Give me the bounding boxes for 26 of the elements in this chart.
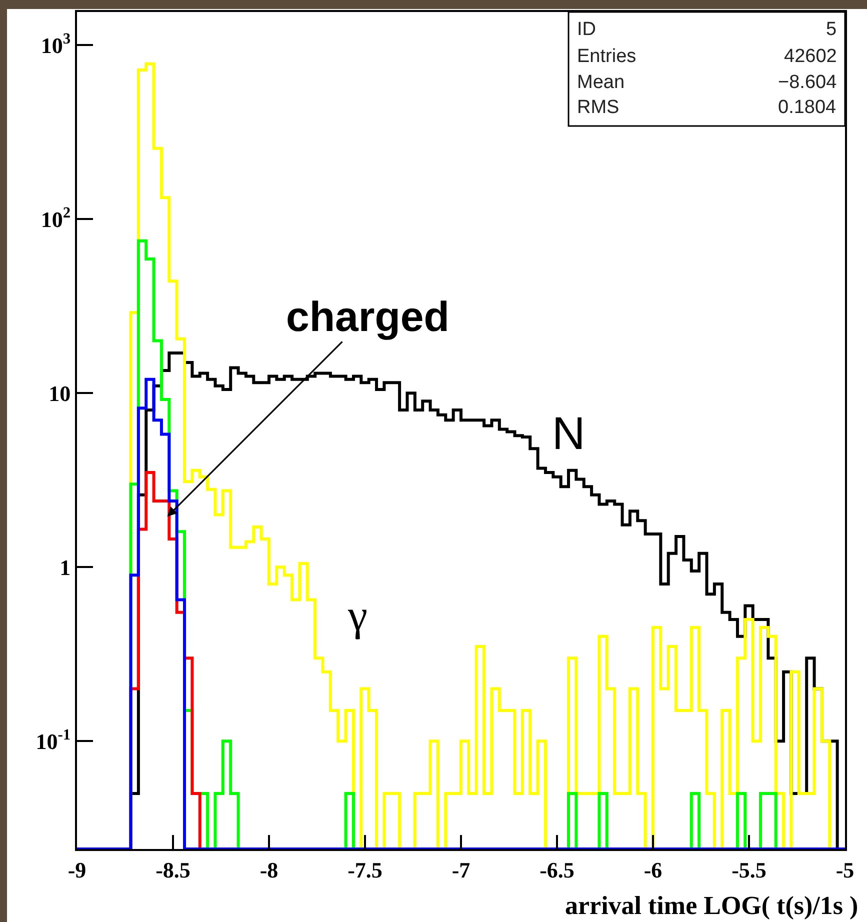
series-label: N (552, 407, 586, 459)
annotation: 5 (826, 19, 837, 40)
x-axis-title: arrival time LOG( t(s)/1s ) (565, 891, 858, 920)
annotation: charged (286, 293, 450, 340)
annotation: RMS (577, 97, 620, 118)
x-tick-label: -8.5 (156, 857, 190, 882)
x-tick-label: -7.5 (348, 857, 382, 882)
x-tick-label: -6 (644, 857, 662, 882)
x-tick-label: -7 (452, 857, 470, 882)
annotation: 42602 (784, 46, 837, 67)
y-tick-label: 10$^{-1}$ (36, 726, 71, 754)
x-tick-label: -6.5 (540, 857, 574, 882)
x-tick-label: -5.5 (732, 857, 766, 882)
y-tick-label: 1 (60, 554, 71, 580)
y-tick-label: 10$^{3}$ (40, 30, 71, 58)
annotation: −8.604 (778, 72, 838, 93)
y-tick-label: 10 (48, 380, 71, 406)
x-tick-label: -8 (260, 857, 278, 882)
annotation: 0.1804 (778, 97, 837, 118)
y-tick-label: 10$^{2}$ (40, 204, 71, 232)
x-tick-label: -9 (68, 857, 86, 882)
annotation: ID (577, 19, 596, 40)
x-tick-label: -5 (836, 857, 854, 882)
annotation: Entries (577, 46, 636, 67)
annotation: Mean (577, 72, 625, 93)
series-label: γ (347, 591, 368, 640)
